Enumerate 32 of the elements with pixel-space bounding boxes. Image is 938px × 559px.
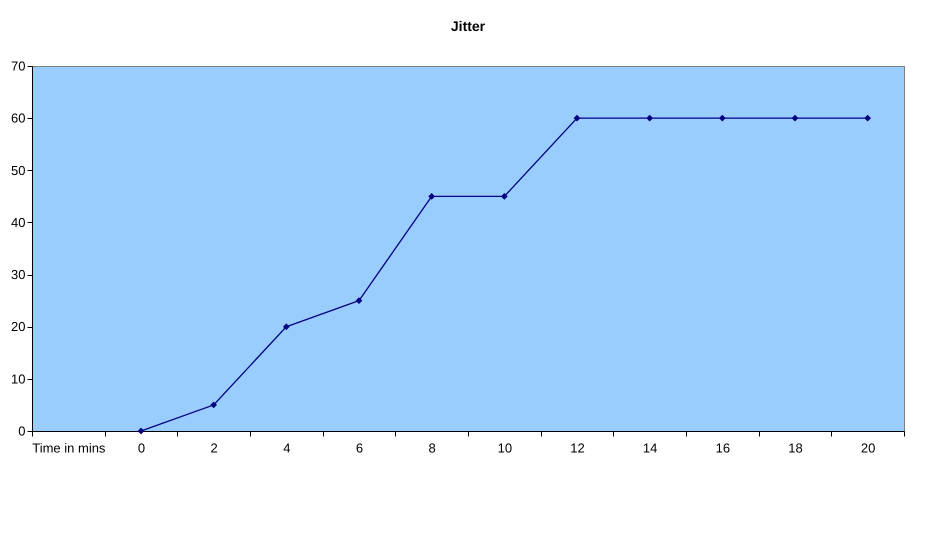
chart-title: Jitter [450,18,486,34]
point [574,114,580,122]
point [500,193,508,200]
x-tick-label: 12 [570,440,585,456]
point [718,114,726,122]
y-tick-label: 30 [11,267,26,282]
x-tick-label: 10 [498,440,512,456]
point [210,402,218,408]
y-tick-label: 70 [11,58,26,74]
y-tick-label: 50 [11,162,26,178]
point [792,114,798,122]
x-tick-label: 0 [138,440,146,456]
point [646,114,654,122]
x-tick-label: 6 [356,440,364,456]
y-tick-label: 20 [11,319,26,334]
point [356,297,362,304]
y-tick-label: 40 [11,214,26,230]
point [138,428,144,434]
x-tick-label: 18 [788,440,803,456]
x-tick-label: 16 [716,440,730,456]
y-tick-label: 0 [18,424,26,438]
x-tick-label: 8 [428,440,436,456]
x-tick-label: 2 [210,440,218,456]
y-tick-label: 60 [11,110,26,126]
x-tick-label: 20 [860,440,876,456]
x-tick-label: 14 [642,440,658,456]
x-tick-label: Time in mins [32,440,106,456]
y-tick-label: 10 [11,371,26,386]
point [282,323,290,330]
point [864,114,872,122]
point [428,193,436,200]
x-tick-label: 4 [283,440,290,456]
